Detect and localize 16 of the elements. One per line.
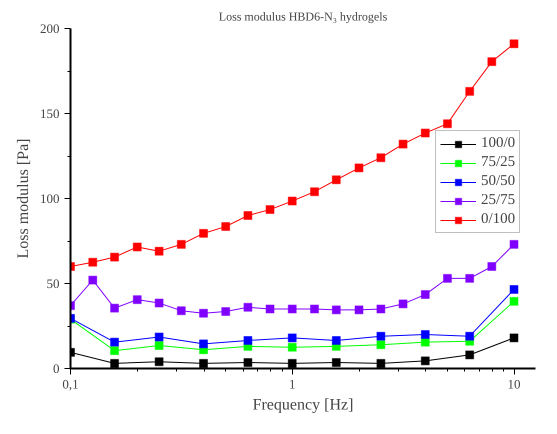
x-tick-label: 1	[289, 376, 296, 392]
y-tick-label: 0	[53, 361, 60, 376]
legend-label: 100/0	[481, 135, 516, 152]
x-axis-title: Frequency [Hz]	[252, 396, 354, 414]
x-tick-label: 0,1	[62, 376, 79, 392]
y-tick-label: 150	[40, 106, 60, 121]
legend-label: 0/100	[481, 211, 516, 228]
y-axis-title: Loss modulus [Pa]	[15, 138, 32, 258]
y-tick-label: 100	[40, 191, 60, 206]
legend-label: 25/75	[481, 192, 516, 209]
legend-label: 50/50	[481, 173, 516, 190]
y-tick-label: 200	[40, 21, 60, 36]
chart-title: Loss modulus HBD6-N₃ hydrogels	[218, 10, 388, 24]
legend-label: 75/25	[481, 154, 516, 171]
x-tick-label: 10	[508, 376, 521, 392]
y-tick-label: 50	[46, 276, 60, 291]
